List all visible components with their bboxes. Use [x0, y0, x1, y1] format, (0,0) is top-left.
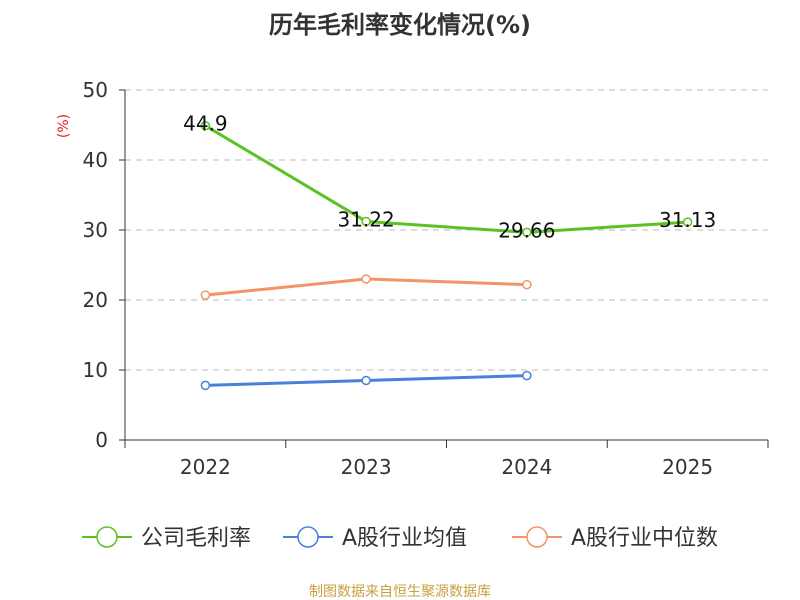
data-label: 44.9 [183, 112, 228, 136]
chart-title: 历年毛利率变化情况(%) [269, 11, 531, 39]
data-point [200, 120, 211, 131]
x-tick-label: 2024 [501, 455, 552, 479]
data-point [361, 216, 371, 227]
data-label: 31.22 [337, 207, 394, 231]
series-layer [200, 120, 693, 391]
legend-marker-icon [526, 526, 548, 548]
grid-layer [125, 89, 768, 371]
y-tick-label: 50 [83, 78, 108, 102]
legend-label: A股行业均值 [342, 526, 467, 551]
axis-layer: 0 10 20 30 40 50 2022 2023 2024 2025 [83, 78, 769, 479]
source-note: 制图数据来自恒生聚源数据库 [309, 584, 491, 600]
data-point [522, 227, 532, 238]
x-tick-label: 2022 [180, 455, 231, 479]
data-point [200, 290, 211, 300]
legend-item-2[interactable]: A股行业中位数 [512, 526, 718, 551]
x-tick-label: 2025 [662, 455, 713, 479]
data-point [522, 279, 532, 290]
data-label: 29.66 [498, 218, 555, 242]
data-point [361, 274, 371, 284]
legend: 公司毛利率 A股行业均值 A股行业中位数 [82, 526, 718, 551]
legend-label: A股行业中位数 [571, 526, 718, 551]
data-label: 31.13 [659, 208, 716, 232]
legend-item-0[interactable]: 公司毛利率 [82, 526, 251, 551]
legend-label: 公司毛利率 [141, 526, 251, 551]
y-tick-label: 20 [83, 288, 108, 312]
y-tick-label: 30 [83, 218, 108, 242]
legend-marker-icon [297, 526, 319, 548]
y-tick-label: 0 [95, 428, 108, 452]
series-line-0 [204, 124, 688, 234]
y-tick-label: 40 [83, 148, 108, 172]
data-point [522, 370, 532, 381]
data-point [200, 380, 211, 391]
x-tick-label: 2023 [341, 455, 392, 479]
y-axis-label: (%) [56, 114, 72, 138]
legend-item-1[interactable]: A股行业均值 [283, 526, 467, 551]
data-label-layer: 44.9 31.22 29.66 31.13 [183, 112, 716, 243]
data-point [361, 375, 371, 386]
data-point [682, 217, 693, 227]
legend-marker-icon [96, 526, 118, 548]
y-tick-label: 10 [83, 358, 108, 382]
